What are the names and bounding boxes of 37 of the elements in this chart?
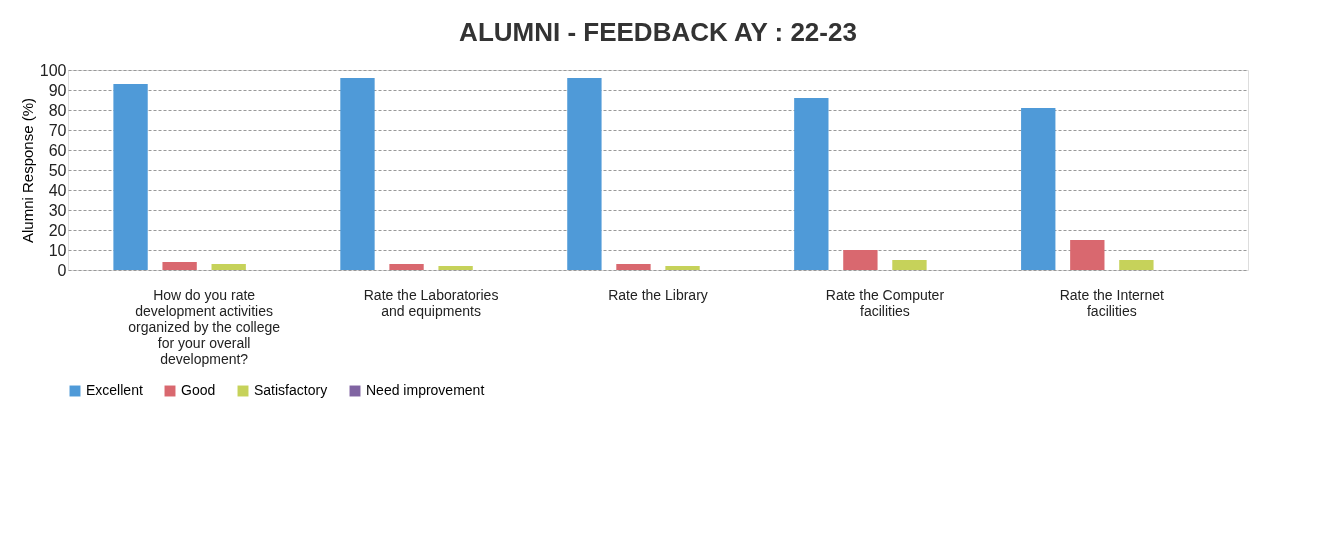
y-tick-label: 80 — [48, 101, 67, 119]
legend-label: Excellent — [86, 382, 143, 398]
y-tick-label: 30 — [48, 201, 67, 219]
bar — [794, 98, 829, 270]
y-tick-label: 10 — [48, 241, 67, 259]
x-tick-label: How do you rate development activities organized by the college for your overall development? — [128, 286, 281, 367]
legend-label: Satisfactory — [254, 382, 328, 398]
y-axis-title: Alumni Response (%) — [18, 97, 36, 244]
chart-title: ALUMNI - FEEDBACK AY : 22-23 — [459, 17, 857, 47]
x-tick-label: Rate the Library — [608, 286, 708, 303]
legend-label: Need improvement — [366, 382, 485, 398]
bar — [113, 84, 148, 270]
y-tick-label: 100 — [39, 61, 67, 79]
bar — [665, 266, 700, 270]
bar — [843, 250, 878, 270]
y-tick-label: 90 — [48, 81, 67, 99]
bar — [1070, 240, 1105, 270]
y-tick-label: 20 — [48, 221, 67, 239]
bar — [162, 262, 197, 270]
bar — [211, 264, 246, 270]
bar — [567, 78, 602, 270]
y-tick-label: 0 — [57, 261, 67, 279]
bar — [389, 264, 424, 270]
bar — [1021, 108, 1056, 270]
bar — [340, 78, 375, 270]
y-tick-label: 60 — [48, 141, 67, 159]
legend-label: Good — [181, 382, 216, 398]
bar — [438, 266, 473, 270]
bar — [616, 264, 651, 270]
y-tick-label: 40 — [48, 181, 67, 199]
x-tick-label: Rate the Laboratories and equipments — [363, 286, 499, 319]
y-tick-label: 70 — [48, 121, 67, 139]
y-tick-label: 50 — [48, 161, 67, 179]
x-tick-label: Rate the Internet facilities — [1059, 286, 1165, 319]
bar — [1119, 260, 1154, 270]
bar — [892, 260, 927, 270]
x-tick-label: Rate the Computer facilities — [825, 286, 945, 319]
